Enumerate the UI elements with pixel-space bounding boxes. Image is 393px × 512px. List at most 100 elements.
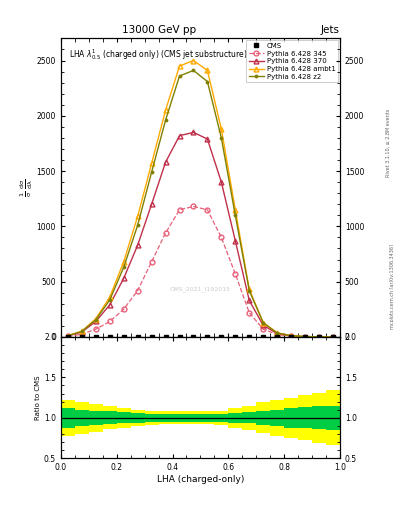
Pythia 6.428 z2 (303, 333, 307, 339)
CMS (289, 334, 294, 340)
Pythia 6.428 345 (205, 207, 210, 213)
Bar (89, 404, 103, 432)
Bar (145, 414, 158, 422)
Pythia 6.428 ambt1 (317, 334, 321, 340)
Pythia 6.428 345 (163, 230, 168, 236)
Pythia 6.428 370 (233, 238, 238, 244)
CMS (317, 334, 321, 340)
Pythia 6.428 ambt1 (261, 319, 266, 326)
CMS (66, 334, 70, 340)
Pythia 6.428 370 (121, 275, 126, 282)
Pythia 6.428 370 (135, 242, 140, 248)
Bar (298, 395, 312, 440)
Bar (187, 411, 200, 424)
Pythia 6.428 345 (121, 306, 126, 312)
Pythia 6.428 z2 (317, 334, 321, 340)
Pythia 6.428 z2 (107, 297, 112, 303)
Bar (61, 408, 75, 428)
Pythia 6.428 370 (303, 333, 307, 339)
X-axis label: LHA (charged-only): LHA (charged-only) (157, 475, 244, 484)
Pythia 6.428 ambt1 (66, 333, 70, 339)
Pythia 6.428 ambt1 (94, 315, 98, 322)
Bar (215, 414, 228, 422)
Text: CMS_2021_I192015: CMS_2021_I192015 (170, 286, 231, 292)
Bar (242, 406, 256, 430)
Pythia 6.428 ambt1 (275, 330, 279, 336)
Pythia 6.428 370 (149, 201, 154, 207)
Pythia 6.428 345 (107, 318, 112, 325)
Text: LHA $\lambda^{1}_{0.5}$ (charged only) (CMS jet substructure): LHA $\lambda^{1}_{0.5}$ (charged only) (… (69, 47, 248, 62)
Bar (284, 398, 298, 438)
Line: Pythia 6.428 ambt1: Pythia 6.428 ambt1 (66, 58, 335, 339)
Bar (187, 414, 200, 422)
Pythia 6.428 z2 (79, 328, 84, 334)
Pythia 6.428 370 (289, 333, 294, 339)
Pythia 6.428 370 (247, 297, 252, 304)
Bar (312, 393, 326, 443)
Y-axis label: $\mathregular{\frac{1}{\sigma}\ \frac{d\sigma}{d\lambda}}$: $\mathregular{\frac{1}{\sigma}\ \frac{d\… (19, 179, 35, 197)
Pythia 6.428 370 (275, 331, 279, 337)
Pythia 6.428 ambt1 (289, 333, 294, 339)
Pythia 6.428 ambt1 (177, 63, 182, 69)
Pythia 6.428 370 (205, 136, 210, 142)
Bar (228, 408, 242, 428)
Pythia 6.428 345 (66, 333, 70, 339)
Pythia 6.428 z2 (66, 333, 70, 339)
Bar (270, 400, 284, 436)
Pythia 6.428 345 (219, 234, 224, 241)
Pythia 6.428 345 (94, 326, 98, 332)
Bar (326, 390, 340, 445)
CMS (247, 334, 252, 340)
Pythia 6.428 345 (79, 331, 84, 337)
CMS (191, 334, 196, 340)
Bar (145, 411, 158, 425)
Bar (117, 408, 131, 428)
CMS (205, 334, 210, 340)
Pythia 6.428 370 (66, 333, 70, 339)
Pythia 6.428 345 (275, 331, 279, 337)
Pythia 6.428 ambt1 (331, 334, 335, 340)
Bar (298, 408, 312, 429)
Pythia 6.428 370 (163, 159, 168, 165)
Line: Pythia 6.428 z2: Pythia 6.428 z2 (66, 68, 335, 339)
Bar (173, 414, 187, 422)
Pythia 6.428 z2 (177, 73, 182, 79)
Bar (215, 411, 228, 425)
CMS (107, 334, 112, 340)
CMS (177, 334, 182, 340)
Pythia 6.428 ambt1 (121, 259, 126, 265)
Line: Pythia 6.428 370: Pythia 6.428 370 (66, 130, 335, 339)
Pythia 6.428 370 (107, 302, 112, 308)
CMS (79, 334, 84, 340)
Pythia 6.428 ambt1 (303, 333, 307, 339)
Pythia 6.428 z2 (121, 264, 126, 270)
Pythia 6.428 z2 (219, 135, 224, 141)
CMS (303, 334, 307, 340)
Pythia 6.428 ambt1 (247, 286, 252, 292)
Bar (158, 411, 173, 424)
Bar (200, 411, 215, 424)
Bar (75, 401, 89, 434)
CMS (163, 334, 168, 340)
Pythia 6.428 345 (233, 271, 238, 277)
Pythia 6.428 z2 (191, 68, 196, 74)
Bar (326, 406, 340, 430)
CMS (331, 334, 335, 340)
CMS (219, 334, 224, 340)
Pythia 6.428 345 (289, 333, 294, 339)
Pythia 6.428 z2 (135, 222, 140, 228)
Bar (75, 410, 89, 426)
Pythia 6.428 370 (219, 179, 224, 185)
Pythia 6.428 345 (191, 203, 196, 209)
Pythia 6.428 345 (317, 334, 321, 340)
Bar (312, 407, 326, 429)
Pythia 6.428 345 (303, 333, 307, 339)
Pythia 6.428 z2 (331, 334, 335, 340)
Pythia 6.428 345 (247, 310, 252, 316)
Pythia 6.428 ambt1 (191, 57, 196, 63)
Pythia 6.428 370 (94, 318, 98, 325)
Pythia 6.428 ambt1 (135, 214, 140, 220)
Bar (200, 414, 215, 422)
Pythia 6.428 345 (177, 207, 182, 213)
Pythia 6.428 z2 (261, 319, 266, 326)
